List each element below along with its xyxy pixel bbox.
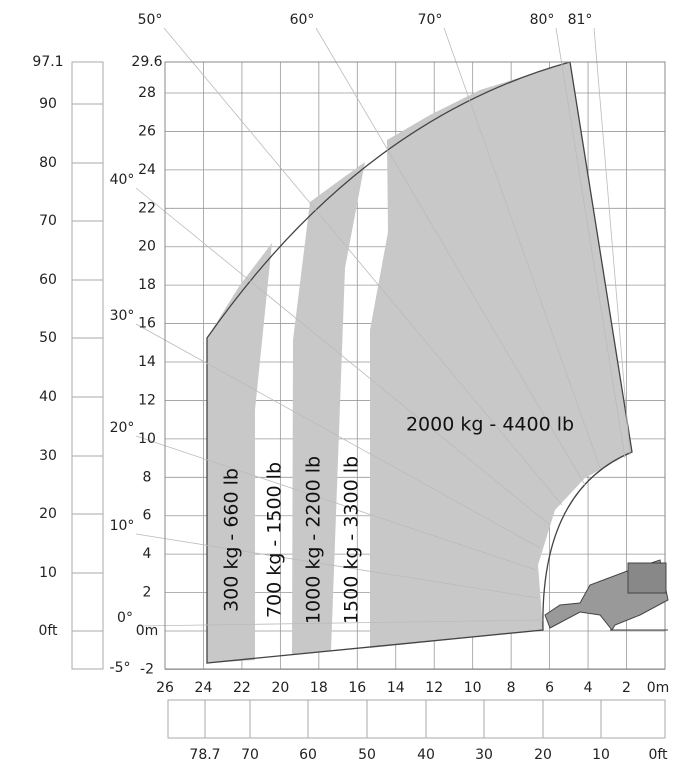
angle-ray [135, 533, 539, 599]
ft-tick-label: 60 [299, 747, 317, 763]
angle-rays [135, 27, 631, 627]
ft-tick-label: 0ft [38, 623, 58, 639]
x-tick-label: 24 [195, 680, 213, 696]
ft-tick-label: 0ft [648, 747, 668, 763]
angle-label: 50° [138, 12, 163, 28]
angle-ray [555, 27, 626, 459]
angle-ray [315, 27, 586, 486]
y-tick-label: 18 [138, 277, 156, 293]
angle-ray [135, 187, 551, 526]
angle-ray [163, 27, 563, 506]
ft-tick-label: 20 [534, 747, 552, 763]
angle-label: 40° [110, 172, 135, 188]
y-tick-label: 14 [138, 354, 156, 370]
y-tick-label: 12 [138, 392, 156, 408]
ft-tick-label: 50 [358, 747, 376, 763]
ft-tick-label: 60 [39, 272, 57, 288]
x-tick-label: 4 [584, 680, 593, 696]
angle-label: 60° [290, 12, 315, 28]
x-tick-label: 6 [545, 680, 554, 696]
x-tick-label: 0m [647, 680, 670, 696]
y-tick-label: -2 [140, 661, 154, 677]
x-tick-label: 26 [156, 680, 174, 696]
ft-tick-label: 30 [475, 747, 493, 763]
plot-frame [164, 61, 666, 670]
angle-ray [135, 323, 541, 549]
x-tick-label: 22 [233, 680, 251, 696]
y-tick-label: 20 [138, 239, 156, 255]
y-tick-label: 2 [143, 585, 152, 601]
ft-tick-label: 40 [417, 747, 435, 763]
x-tick-label: 16 [348, 680, 366, 696]
ft-scale-box [71, 61, 104, 670]
x-tick-label: 8 [507, 680, 516, 696]
zone-label: 1500 kg - 3300 lb [341, 456, 363, 624]
y-tick-label: 4 [143, 546, 152, 562]
ft-tick-label: 30 [39, 448, 57, 464]
ft-tick-label: 78.7 [189, 747, 220, 763]
y-tick-label: 10 [138, 431, 156, 447]
y-tick-label: 28 [138, 85, 156, 101]
ft-tick-label: 97.1 [32, 54, 63, 70]
y-tick-label: 24 [138, 162, 156, 178]
x-tick-label: 14 [387, 680, 405, 696]
ft-tick-label: 20 [39, 506, 57, 522]
y-tick-label: 16 [138, 316, 156, 332]
y-tick-label: 29.6 [131, 54, 162, 70]
zone-area [207, 243, 272, 663]
machine [544, 559, 669, 631]
x-tick-label: 12 [425, 680, 443, 696]
angle-ray [138, 619, 544, 627]
zone-area [292, 162, 365, 655]
angle-label: 20° [110, 420, 135, 436]
angle-ray [135, 435, 537, 571]
ft-tick-label: 10 [39, 565, 57, 581]
envelope [206, 61, 633, 664]
angle-label: 81° [568, 12, 593, 28]
angle-label: 0° [117, 610, 133, 626]
ft-tick-label: 90 [39, 96, 57, 112]
y-tick-label: 8 [143, 469, 152, 485]
zone-label: 2000 kg - 4400 lb [406, 414, 574, 436]
zone-label: 300 kg - 660 lb [221, 468, 243, 612]
angle-label: -5° [110, 660, 131, 676]
y-tick-label: 22 [138, 200, 156, 216]
x-tick-label: 10 [464, 680, 482, 696]
ft-tick-label: 80 [39, 155, 57, 171]
x-tick-label: 2 [622, 680, 631, 696]
angle-label: 10° [110, 518, 135, 534]
angle-label: 70° [418, 12, 443, 28]
y-tick-label: 0m [136, 623, 159, 639]
zone-label: 1000 kg - 2200 lb [303, 456, 325, 624]
ft-scale-box-bottom [167, 699, 666, 739]
ft-tick-label: 70 [241, 747, 259, 763]
labels: 29.62826242220181614121086420m-297.19080… [32, 12, 669, 763]
ft-tick-label: 40 [39, 389, 57, 405]
zone-area [370, 62, 632, 648]
y-tick-label: 6 [143, 508, 152, 524]
angle-label: 80° [530, 12, 555, 28]
y-tick-label: 26 [138, 123, 156, 139]
ft-tick-label: 50 [39, 330, 57, 346]
angle-ray [443, 27, 601, 469]
zone-label: 700 kg - 1500 lb [264, 462, 286, 618]
angle-label: 30° [110, 308, 135, 324]
x-tick-label: 18 [310, 680, 328, 696]
x-tick-label: 20 [271, 680, 289, 696]
ft-tick-label: 10 [592, 747, 610, 763]
ft-tick-label: 70 [39, 213, 57, 229]
angle-ray [593, 27, 631, 456]
